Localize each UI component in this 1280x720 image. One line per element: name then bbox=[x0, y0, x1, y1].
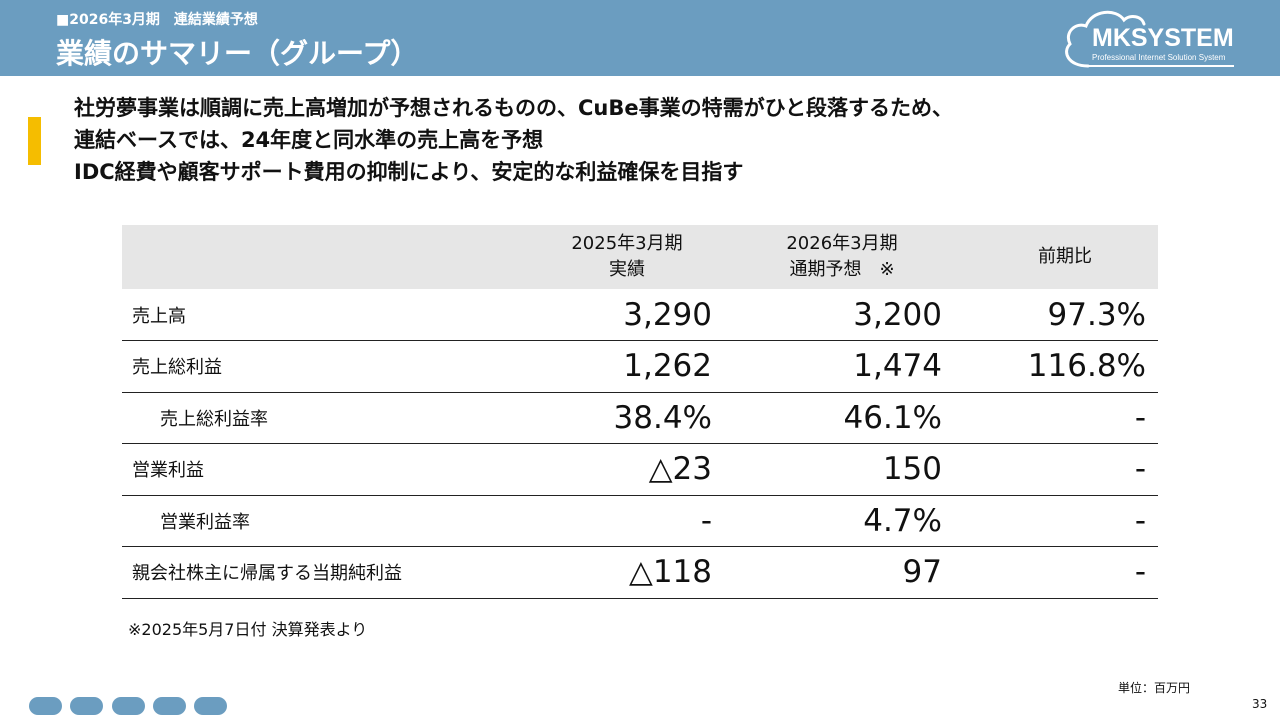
row-label: 売上総利益率 bbox=[160, 408, 268, 430]
lead-line-2: 連結ベースでは、24年度と同水準の売上高を予想 bbox=[74, 128, 544, 152]
slide-subtitle: ■2026年3月期 連結業績予想 bbox=[56, 12, 258, 28]
header-label-column bbox=[122, 225, 502, 289]
accent-bar bbox=[28, 117, 41, 165]
row-actual-value: 3,290 bbox=[623, 296, 712, 333]
row-forecast-value: 3,200 bbox=[853, 296, 942, 333]
row-actual-value: △118 bbox=[628, 554, 712, 591]
table-row: 営業利益率 - 4.7% - bbox=[122, 495, 1158, 547]
lead-line-3: IDC経費や顧客サポート費用の抑制により、安定的な利益確保を目指す bbox=[74, 160, 744, 184]
table-row: 売上高 3,290 3,200 97.3% bbox=[122, 289, 1158, 341]
footnote: ※2025年5月7日付 決算発表より bbox=[128, 620, 368, 639]
nav-dot bbox=[70, 697, 103, 715]
row-ratio-value: - bbox=[1134, 399, 1146, 436]
row-forecast-value: 1,474 bbox=[853, 348, 942, 385]
row-forecast-value: 97 bbox=[902, 554, 942, 591]
header-fy2026-forecast: 2026年3月期 通期予想 ※ bbox=[786, 233, 898, 280]
row-label: 営業利益率 bbox=[160, 511, 250, 533]
row-ratio-value: - bbox=[1134, 451, 1146, 488]
company-logo: MKSYSTEM Professional Internet Solution … bbox=[1058, 6, 1258, 70]
lead-text: 社労夢事業は順調に売上高増加が予想されるものの、CuBe事業の特需がひと段落する… bbox=[74, 92, 953, 188]
table-row: 売上総利益 1,262 1,474 116.8% bbox=[122, 341, 1158, 392]
nav-dot bbox=[29, 697, 62, 715]
header-yoy-ratio: 前期比 bbox=[1038, 246, 1092, 267]
row-ratio-value: 97.3% bbox=[1047, 296, 1146, 333]
lead-line-1: 社労夢事業は順調に売上高増加が予想されるものの、CuBe事業の特需がひと段落する… bbox=[74, 96, 953, 120]
row-actual-value: △23 bbox=[648, 451, 712, 488]
table-header-row: 2025年3月期 実績 2026年3月期 通期予想 ※ 前期比 bbox=[122, 225, 1158, 289]
logo-tagline: Professional Internet Solution System bbox=[1092, 53, 1226, 62]
nav-dot bbox=[112, 697, 145, 715]
cloud-logo-icon bbox=[1065, 10, 1234, 68]
table-row: 営業利益 △23 150 - bbox=[122, 444, 1158, 495]
row-ratio-value: 116.8% bbox=[1027, 348, 1146, 385]
table-row: 親会社株主に帰属する当期純利益 △118 97 - bbox=[122, 547, 1158, 598]
nav-dot bbox=[153, 697, 186, 715]
logo-brand-text: MKSYSTEM bbox=[1092, 24, 1234, 52]
row-label: 売上高 bbox=[132, 305, 186, 327]
row-label: 営業利益 bbox=[132, 460, 204, 482]
row-label: 親会社株主に帰属する当期純利益 bbox=[132, 563, 402, 585]
row-actual-value: - bbox=[700, 502, 712, 539]
slide-header: ■2026年3月期 連結業績予想 業績のサマリー（グループ） MKSYSTEM … bbox=[0, 0, 1280, 76]
summary-table: 2025年3月期 実績 2026年3月期 通期予想 ※ 前期比 売上高 3,29… bbox=[122, 225, 1158, 599]
header-fy2025-actual: 2025年3月期 実績 bbox=[571, 233, 683, 280]
row-ratio-value: - bbox=[1134, 554, 1146, 591]
page-number: 33 bbox=[1252, 697, 1268, 711]
row-forecast-value: 150 bbox=[882, 451, 942, 488]
row-actual-value: 1,262 bbox=[623, 348, 712, 385]
row-label: 売上総利益 bbox=[132, 357, 222, 379]
row-forecast-value: 46.1% bbox=[843, 399, 942, 436]
row-forecast-value: 4.7% bbox=[863, 502, 942, 539]
row-actual-value: 38.4% bbox=[613, 399, 712, 436]
nav-dot bbox=[194, 697, 227, 715]
slide-title: 業績のサマリー（グループ） bbox=[56, 37, 419, 70]
table-row: 売上総利益率 38.4% 46.1% - bbox=[122, 392, 1158, 444]
row-ratio-value: - bbox=[1134, 502, 1146, 539]
unit-label: 単位：百万円 bbox=[1118, 681, 1191, 695]
